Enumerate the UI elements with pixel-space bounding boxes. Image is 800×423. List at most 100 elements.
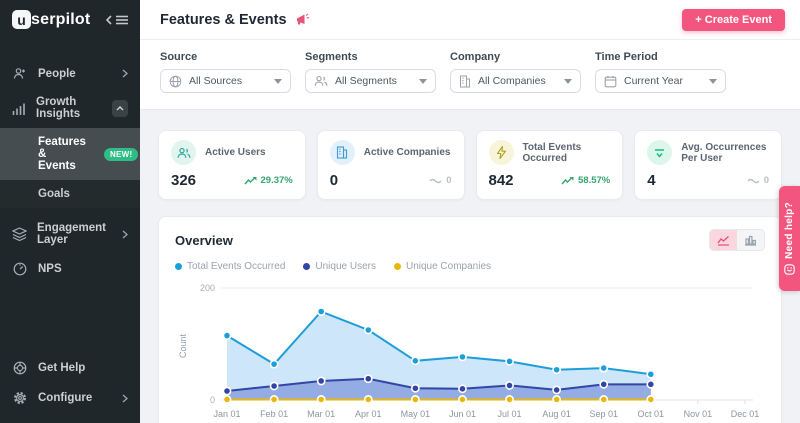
building-icon: [459, 75, 471, 88]
overview-chart: 200 0 Count Jan 01 Feb 01 Mar 01 Apr 01 May 01 J…: [175, 276, 765, 423]
overview-card: Overview Total Events Occurred: [158, 216, 782, 423]
stat-label: Avg. Occurrences Per User: [681, 141, 767, 164]
chevron-right-icon: [122, 393, 128, 403]
overview-title: Overview: [175, 232, 233, 248]
stats-row: Active Users 326 29.37% Active Companies: [158, 130, 782, 200]
create-event-button[interactable]: + Create Event: [682, 8, 785, 31]
people-icon: [314, 75, 328, 87]
chevron-left-icon: [106, 14, 112, 25]
lifebuoy-icon: [12, 361, 28, 375]
legend-dot: [175, 263, 182, 270]
svg-text:Jul 01: Jul 01: [498, 409, 522, 419]
svg-text:200: 200: [200, 283, 215, 293]
sidebar-collapse-button[interactable]: [106, 14, 128, 25]
filter-bar: Source All Sources Segments All Segments…: [140, 40, 800, 110]
bar-chart-icon: [745, 235, 757, 246]
legend-item-unique-users[interactable]: Unique Users: [303, 261, 376, 272]
logo-text: serpilot: [31, 10, 91, 28]
active-companies-icon: [329, 140, 355, 165]
trend-up-icon: [561, 177, 574, 185]
line-chart-toggle[interactable]: [710, 230, 737, 250]
trend-flat-icon: [747, 178, 760, 184]
svg-text:0: 0: [210, 395, 215, 405]
stat-value: 4: [647, 172, 656, 189]
main-area: Features & Events + Create Event Source …: [140, 0, 800, 423]
svg-text:Mar 01: Mar 01: [307, 409, 335, 419]
sidebar-item-engagement-layer[interactable]: Engagement Layer: [0, 214, 140, 254]
sidebar-item-label: Features & Events: [38, 136, 86, 172]
stat-trend: 0: [429, 175, 452, 186]
svg-text:Oct 01: Oct 01: [638, 409, 665, 419]
svg-text:Aug 01: Aug 01: [542, 409, 571, 419]
source-select-value: All Sources: [189, 75, 243, 87]
new-badge: NEW!: [103, 147, 139, 161]
sidebar-item-label: Growth Insights: [36, 96, 81, 120]
trend-flat-icon: [429, 178, 442, 184]
sidebar-item-features-events[interactable]: Features & Events NEW!: [0, 128, 140, 180]
sidebar-item-label: Configure: [38, 392, 93, 404]
source-select[interactable]: All Sources: [160, 69, 291, 93]
calendar-icon: [604, 75, 617, 88]
svg-text:Nov 01: Nov 01: [684, 409, 713, 419]
stat-label: Active Companies: [363, 147, 451, 158]
legend-item-unique-companies[interactable]: Unique Companies: [393, 261, 491, 272]
time-period-select-value: Current Year: [624, 75, 683, 87]
stat-trend: 0: [747, 175, 769, 186]
caret-down-icon: [274, 78, 282, 84]
sidebar-item-label: Engagement Layer: [37, 222, 107, 246]
total-events-icon: [488, 140, 514, 165]
megaphone-icon: [295, 13, 311, 27]
sidebar-item-goals[interactable]: Goals: [0, 180, 140, 208]
collapse-section-button[interactable]: [112, 99, 128, 117]
sidebar-item-nps[interactable]: NPS: [0, 254, 140, 284]
svg-text:Jan 01: Jan 01: [213, 409, 240, 419]
bar-chart-icon: [12, 102, 26, 115]
content-area: Active Users 326 29.37% Active Companies: [140, 110, 800, 423]
hamburger-icon: [116, 15, 128, 24]
people-icon: [12, 67, 28, 80]
sidebar-item-label: Goals: [38, 188, 70, 200]
company-select[interactable]: All Companies: [450, 69, 581, 93]
overview-chart-svg: 200 0 Count Jan 01 Feb 01 Mar 01 Apr 01 May 01 J…: [178, 283, 760, 419]
svg-text:Dec 01: Dec 01: [731, 409, 760, 419]
chevron-right-icon: [122, 69, 128, 78]
sidebar-item-label: Get Help: [38, 362, 86, 374]
caret-down-icon: [709, 78, 717, 84]
sidebar-item-people[interactable]: People: [0, 59, 140, 88]
legend-item-total-events[interactable]: Total Events Occurred: [175, 261, 285, 272]
svg-text:Sep 01: Sep 01: [589, 409, 618, 419]
caret-down-icon: [564, 78, 572, 84]
avg-occurrences-icon: [647, 140, 673, 165]
logo: u serpilot: [0, 0, 140, 45]
line-chart-icon: [717, 235, 729, 246]
svg-text:Count: Count: [178, 334, 188, 359]
stat-trend: 58.57%: [561, 175, 610, 186]
sidebar-item-label: People: [38, 67, 76, 80]
sidebar: u serpilot People Growth Insights Featur…: [0, 0, 140, 423]
gauge-icon: [12, 262, 28, 276]
svg-text:May 01: May 01: [401, 409, 431, 419]
filter-label-time-period: Time Period: [595, 51, 658, 63]
sidebar-item-configure[interactable]: Configure: [0, 383, 140, 413]
chart-type-toggle: [709, 229, 765, 251]
filter-label-source: Source: [160, 51, 198, 63]
stat-card-active-users: Active Users 326 29.37%: [158, 130, 306, 200]
stat-card-total-events: Total Events Occurred 842 58.57%: [475, 130, 624, 200]
time-period-select[interactable]: Current Year: [595, 69, 726, 93]
stat-trend: 29.37%: [243, 175, 293, 186]
sidebar-item-growth-insights[interactable]: Growth Insights: [0, 88, 140, 128]
sidebar-item-get-help[interactable]: Get Help: [0, 353, 140, 383]
segments-select[interactable]: All Segments: [305, 69, 436, 93]
stat-value: 0: [329, 172, 339, 189]
bar-chart-toggle[interactable]: [737, 230, 764, 250]
stat-value: 842: [488, 172, 514, 189]
company-select-value: All Companies: [478, 75, 546, 87]
page-title: Features & Events: [160, 11, 287, 28]
stat-value: 326: [171, 172, 197, 189]
chevron-up-icon: [116, 105, 124, 110]
chevron-right-icon: [122, 229, 128, 239]
gear-icon: [12, 391, 28, 405]
need-help-tab[interactable]: Need help?: [779, 186, 800, 291]
growth-insights-submenu: Features & Events NEW! Goals: [0, 128, 140, 208]
filter-label-company: Company: [450, 51, 501, 63]
